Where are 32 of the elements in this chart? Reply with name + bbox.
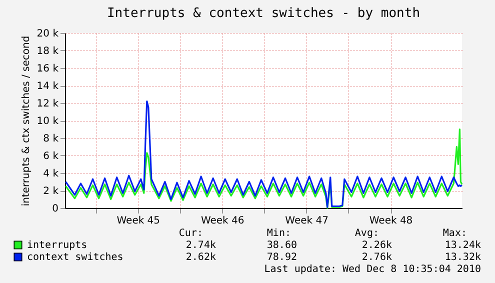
text: 13.32k [444, 252, 481, 263]
text: 2.26k [362, 240, 392, 251]
y-tick-label: 4 k [43, 168, 59, 180]
x-tick-label: Week 45 [116, 216, 160, 226]
text: 2.74k [186, 240, 216, 251]
x-tick-label: Week 47 [285, 216, 328, 226]
text: 2.62k [186, 252, 216, 263]
y-tick-label: 6 k [43, 151, 59, 162]
chart-title: Interrupts & context switches - by month [106, 6, 420, 21]
legend-label: context switches [27, 252, 124, 263]
y-axis-title: interrupts & ctx switches / second [20, 36, 32, 206]
text: 13.24k [444, 240, 481, 251]
y-tick-label: 18 k [36, 46, 59, 57]
y-tick-label: 16 k [36, 64, 59, 74]
y-tick-label: 12 k [36, 98, 59, 110]
text: 2.76k [362, 252, 392, 263]
y-tick-label: 2 k [43, 186, 59, 197]
text: Cur: [178, 228, 203, 239]
y-tick-label: 0 [52, 204, 58, 214]
legend-label: interrupts [27, 240, 88, 251]
text: Max: [442, 228, 467, 239]
text: Last update: Wed Dec 8 10:35:04 2010 [264, 264, 481, 275]
x-tick-label: Week 46 [200, 216, 244, 226]
y-tick-label: 14 k [36, 81, 59, 92]
text: 38.60 [266, 240, 297, 251]
x-tick-label: Week 48 [369, 216, 413, 226]
y-tick-label: 8 k [43, 134, 59, 144]
y-tick-label: 10 k [36, 116, 59, 127]
text: Min: [266, 228, 291, 239]
text: 78.92 [266, 252, 297, 263]
text: Avg: [354, 228, 379, 239]
y-tick-label: 20 k [36, 28, 59, 40]
